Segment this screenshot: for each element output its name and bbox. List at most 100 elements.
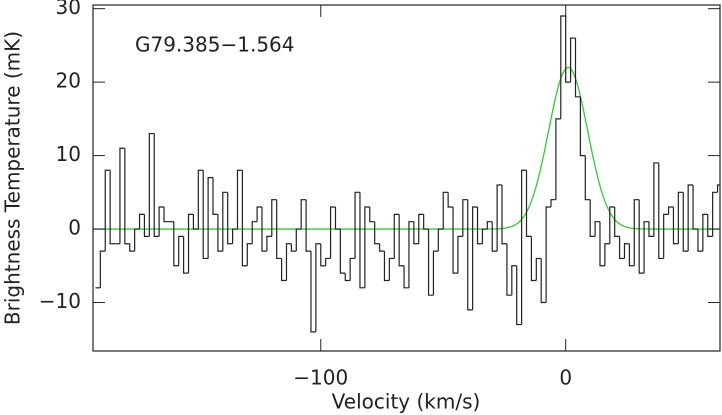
- spectrum-step: [109, 170, 116, 245]
- spectrum-step: [138, 213, 145, 230]
- spectrum-step: [653, 162, 659, 237]
- spectrum-step: [158, 206, 165, 237]
- spectrum-step: [609, 206, 615, 244]
- chart-title: G79.385−1.564: [135, 33, 295, 57]
- spectrum-step: [496, 184, 503, 252]
- x-tick-label: −100: [293, 366, 348, 390]
- spectrum-step: [560, 15, 566, 119]
- spectrum-step: [134, 228, 140, 252]
- spectrum-step: [462, 199, 468, 237]
- spectrum-step: [677, 191, 684, 244]
- spectrum-step: [364, 206, 370, 288]
- spectrum-step: [236, 169, 243, 230]
- spectrum-step: [99, 250, 106, 288]
- spectrum-step: [183, 236, 189, 274]
- spectrum-step: [227, 192, 233, 245]
- spectrum-step: [481, 228, 488, 244]
- spectrum-step: [442, 191, 449, 230]
- spectrum-step: [663, 213, 669, 259]
- spectrum-step: [305, 199, 311, 252]
- spectrum-step: [295, 228, 302, 252]
- spectrum-step: [702, 213, 708, 252]
- spectrum-step: [325, 257, 331, 266]
- spectrum-step: [143, 214, 150, 238]
- spectrum-step: [383, 251, 390, 282]
- y-tick-label: 0: [68, 216, 81, 240]
- spectrum-step: [530, 236, 537, 282]
- spectrum-step: [569, 37, 576, 83]
- spectrum-step: [217, 214, 223, 252]
- spectrum-step: [232, 228, 238, 244]
- spectrum-step: [555, 118, 561, 200]
- spectrum-step: [667, 206, 674, 215]
- spectrum-step: [163, 207, 169, 223]
- spectrum-step: [486, 221, 493, 230]
- x-tick-label: 0: [559, 366, 572, 390]
- spectrum-step: [584, 155, 591, 201]
- spectrum-step: [124, 148, 130, 245]
- spectrum-step: [604, 243, 610, 266]
- spectrum-step: [271, 199, 277, 237]
- spectrum-step: [501, 184, 507, 245]
- spectrum-step: [525, 170, 532, 238]
- spectrum-step: [148, 132, 155, 237]
- spectrum-step: [354, 191, 360, 259]
- spectrum-step: [516, 265, 522, 326]
- spectrum-step: [540, 258, 547, 304]
- spectrum-step: [104, 169, 111, 252]
- spectrum-step: [457, 235, 463, 274]
- spectrum-step: [418, 213, 424, 244]
- spectrum-step: [246, 243, 253, 266]
- spectrum-step: [506, 243, 512, 296]
- spectrum-step: [638, 199, 645, 274]
- spectrum-step: [403, 265, 409, 289]
- spectrum-step: [535, 257, 542, 281]
- spectrum-step: [290, 243, 297, 252]
- spectrum-step: [716, 184, 720, 193]
- spectrum-step: [594, 221, 600, 237]
- y-tick-label: 10: [56, 142, 81, 166]
- spectrum-step: [633, 199, 640, 266]
- spectrum-step: [212, 177, 218, 215]
- spectrum-step: [119, 147, 125, 244]
- spectrum-step: [589, 199, 596, 238]
- spectrum-step: [251, 221, 258, 244]
- spectrum-step: [697, 229, 703, 252]
- spectrum-step: [222, 191, 228, 252]
- spectrum-step: [408, 221, 414, 288]
- spectrum-step: [207, 177, 214, 259]
- spectrum-step: [672, 207, 679, 245]
- spectrum-step: [452, 207, 458, 274]
- spectrum-step: [476, 207, 483, 245]
- spectrum-step: [388, 257, 395, 281]
- spectrum-step: [658, 162, 664, 260]
- spectrum-step: [300, 199, 307, 230]
- y-tick-label: 20: [56, 69, 81, 93]
- spectrum-step: [413, 221, 419, 245]
- spectrum-step: [618, 236, 625, 260]
- spectrum-step: [192, 214, 199, 230]
- spectrum-step: [202, 170, 209, 260]
- spectrum-step: [511, 265, 517, 296]
- spectrum-step: [628, 243, 635, 267]
- y-tick-label: −10: [39, 289, 81, 313]
- spectrum-step: [178, 235, 184, 266]
- spectrum-step: [359, 192, 365, 289]
- spectrum-step: [374, 221, 380, 245]
- spectrum-step: [261, 207, 267, 252]
- plot-frame: [92, 4, 721, 352]
- spectrum-step: [574, 38, 581, 98]
- spectrum-step: [378, 243, 385, 252]
- spectrum-step: [643, 221, 649, 274]
- spectrum-step: [550, 199, 556, 208]
- y-axis-label: Brightness Temperature (mK): [1, 31, 25, 325]
- spectrum-step: [276, 199, 282, 260]
- spectrum-step: [197, 169, 204, 230]
- spectrum-step: [427, 229, 434, 296]
- spectrum-step: [280, 258, 287, 282]
- spectrum-step: [256, 206, 262, 222]
- spectrum-step: [682, 192, 689, 252]
- spectrum-step: [398, 214, 405, 267]
- spectrum-step: [241, 170, 248, 267]
